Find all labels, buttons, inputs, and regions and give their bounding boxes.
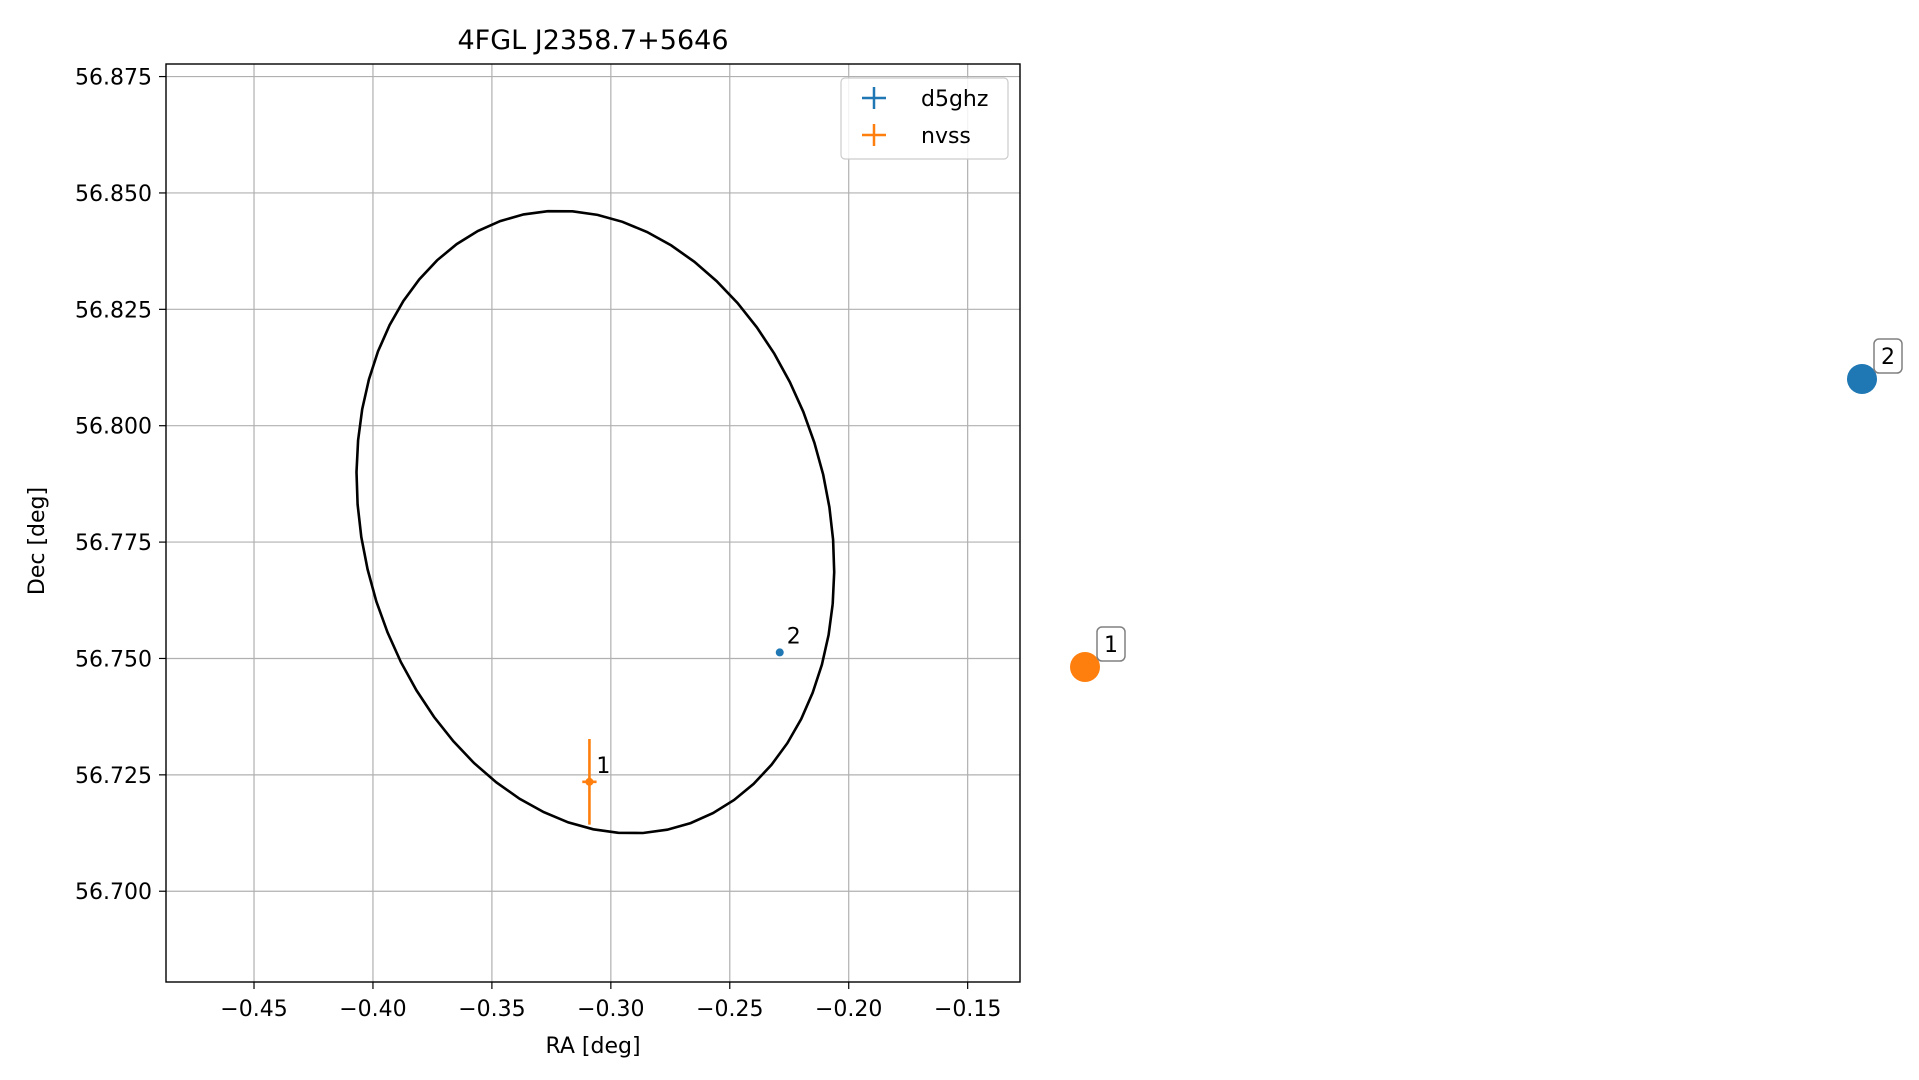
- y-tick-label: 56.725: [75, 764, 152, 789]
- x-tick-label: −0.35: [458, 997, 525, 1022]
- legend-entry-d5ghz: d5ghz: [862, 87, 988, 112]
- side-marker-2-label-box: [1873, 338, 1903, 374]
- side-marker-1: 1: [1070, 626, 1126, 682]
- grid-lines: [166, 64, 1020, 982]
- side-marker-2-dot: [1847, 364, 1877, 394]
- y-tick-label: 56.750: [75, 647, 152, 672]
- side-marker-1-label: 1: [1104, 633, 1118, 658]
- chart-title: 4FGL J2358.7+5646: [457, 25, 728, 56]
- side-marker-1-dot: [1070, 652, 1100, 682]
- axes-frame: [165, 63, 1021, 983]
- x-tick-label: −0.25: [696, 997, 763, 1022]
- legend-entry-nvss: nvss: [862, 124, 971, 149]
- x-tick-label: −0.20: [815, 997, 882, 1022]
- x-tick-label: −0.40: [339, 997, 406, 1022]
- data-point-d5ghz: [775, 648, 784, 657]
- x-axis-ticks: −0.45 −0.40 −0.35 −0.30 −0.25 −0.20 −0.15: [220, 982, 1001, 1022]
- y-tick-label: 56.800: [75, 415, 152, 440]
- side-markers: 1 2: [1070, 338, 1903, 682]
- x-tick-label: −0.45: [220, 997, 287, 1022]
- legend-label-d5ghz: d5ghz: [921, 87, 988, 112]
- point-label-nvss: 1: [596, 754, 610, 779]
- side-marker-2: 2: [1847, 338, 1903, 394]
- x-tick-label: −0.15: [934, 997, 1001, 1022]
- confidence-ellipse-layer: [355, 209, 836, 835]
- y-tick-label: 56.875: [75, 66, 152, 91]
- y-tick-label: 56.700: [75, 880, 152, 905]
- legend: d5ghz nvss: [840, 77, 1009, 160]
- y-axis-ticks: 56.700 56.725 56.750 56.775 56.800 56.825 56.8…: [75, 66, 166, 905]
- side-marker-1-label-box: [1096, 626, 1126, 662]
- x-tick-label: −0.30: [577, 997, 644, 1022]
- legend-label-nvss: nvss: [921, 124, 971, 149]
- confidence-ellipse: [355, 209, 836, 835]
- y-tick-label: 56.775: [75, 531, 152, 556]
- point-label-d5ghz: 2: [787, 624, 801, 649]
- y-tick-label: 56.825: [75, 298, 152, 323]
- y-axis-label: Dec [deg]: [25, 487, 50, 595]
- x-axis-label: RA [deg]: [545, 1034, 640, 1059]
- y-tick-label: 56.850: [75, 182, 152, 207]
- side-marker-2-label: 2: [1881, 345, 1895, 370]
- series-layer: 21: [582, 624, 801, 825]
- data-point-nvss: [585, 777, 594, 786]
